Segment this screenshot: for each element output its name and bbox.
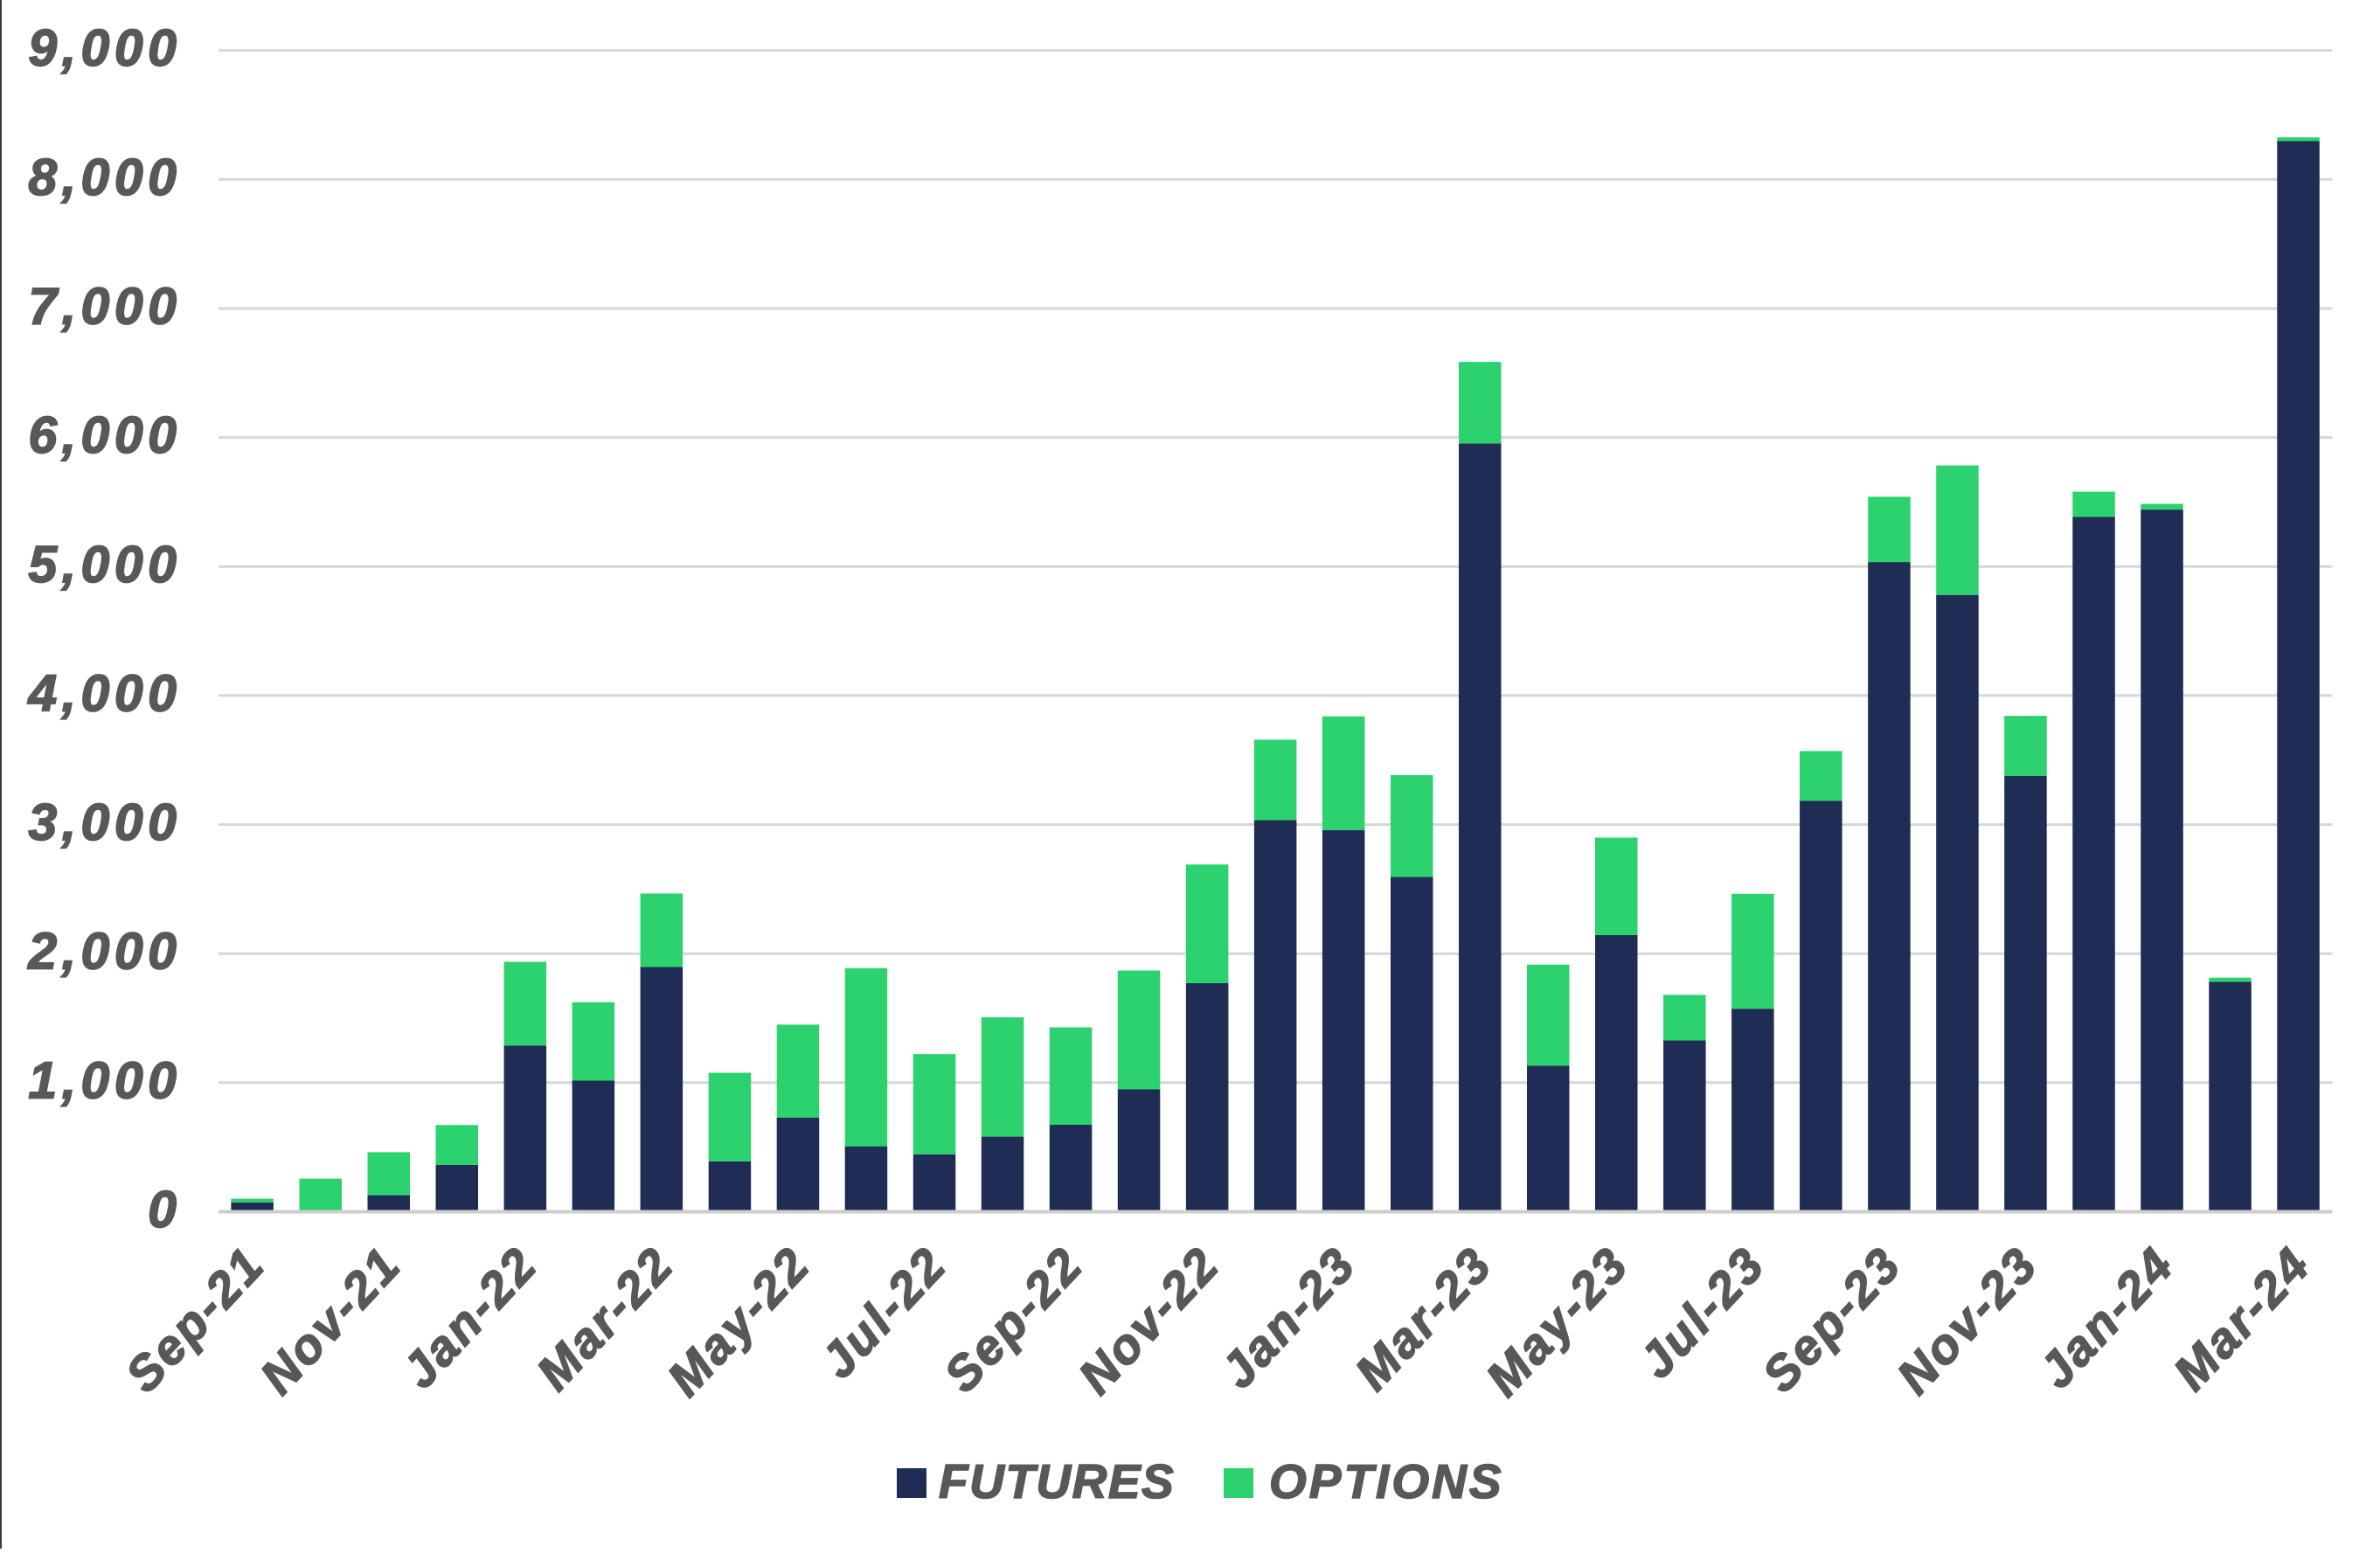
svg-text:7,000: 7,000 bbox=[28, 278, 181, 336]
svg-text:8,000: 8,000 bbox=[28, 149, 181, 206]
svg-text:1,000: 1,000 bbox=[28, 1051, 181, 1109]
svg-text:0: 0 bbox=[148, 1181, 181, 1238]
svg-text:9,000: 9,000 bbox=[28, 19, 181, 77]
svg-text:5,000: 5,000 bbox=[28, 536, 181, 593]
svg-text:FUTURES: FUTURES bbox=[939, 1454, 1175, 1508]
svg-text:6,000: 6,000 bbox=[28, 406, 181, 464]
svg-text:2,000: 2,000 bbox=[27, 923, 181, 981]
svg-text:4,000: 4,000 bbox=[27, 664, 181, 722]
svg-text:OPTIONS: OPTIONS bbox=[1269, 1454, 1504, 1508]
svg-text:3,000: 3,000 bbox=[28, 794, 181, 851]
